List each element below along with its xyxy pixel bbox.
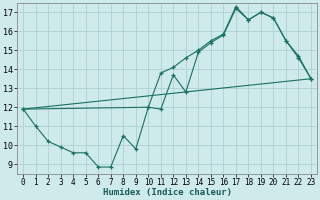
X-axis label: Humidex (Indice chaleur): Humidex (Indice chaleur) xyxy=(103,188,232,197)
